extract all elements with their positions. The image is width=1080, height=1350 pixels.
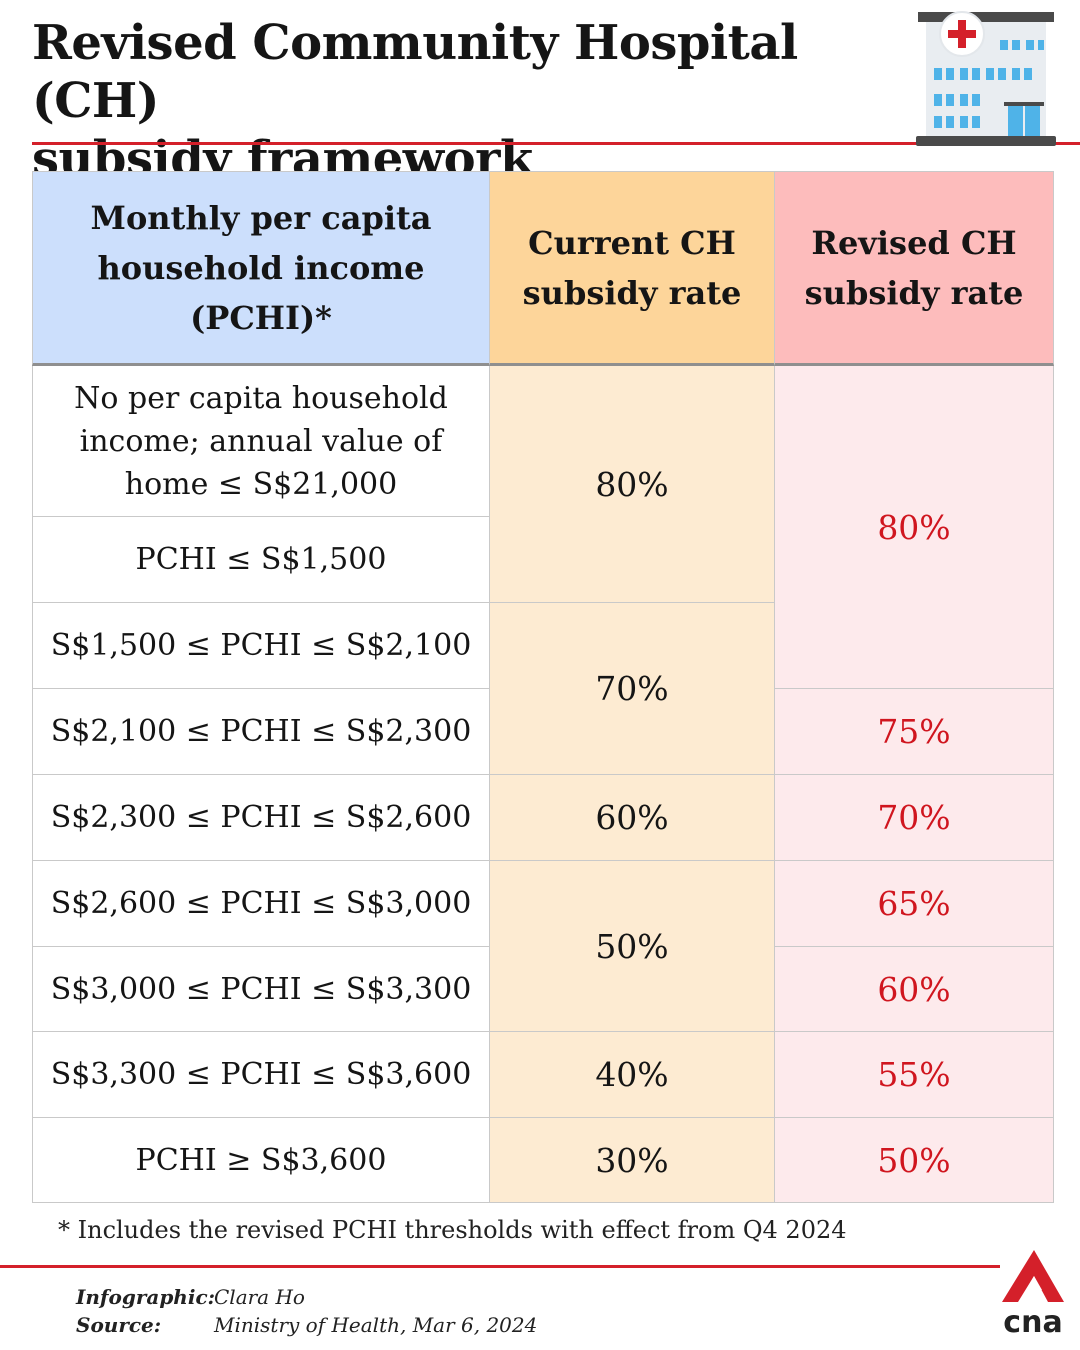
current-rate-cell: 50%	[490, 861, 775, 1032]
credit-value: Clara Ho	[214, 1285, 305, 1309]
credit-infographic: Infographic:Clara Ho	[76, 1283, 537, 1311]
credit-source: Source: Ministry of Health, Mar 6, 2024	[76, 1311, 537, 1339]
footer-divider	[0, 1265, 1000, 1268]
title-divider	[32, 142, 1080, 145]
subsidy-table: Monthly per capita household income (PCH…	[32, 171, 1054, 1203]
current-rate-cell: 70%	[490, 603, 775, 775]
income-row-3: S$1,500 ≤ PCHI ≤ S$2,100	[32, 603, 490, 689]
current-rate-cell: 60%	[490, 775, 775, 861]
income-row-1: No per capita household income; annual v…	[32, 366, 490, 517]
revised-rate-cell: 50%	[775, 1118, 1054, 1203]
income-line: S$1,500 ≤ PCHI ≤ S$2,100	[50, 628, 472, 663]
header-current-line: subsidy rate	[522, 273, 742, 312]
revised-rate-cell: 80%	[775, 366, 1054, 689]
header-current-rate: Current CH subsidy rate	[490, 171, 775, 366]
credit-label: Infographic:	[76, 1285, 216, 1309]
revised-rate-cell: 65%	[775, 861, 1054, 947]
header-revised-line: subsidy rate	[804, 273, 1024, 312]
title-line-1: Revised Community Hospital (CH)	[32, 15, 798, 129]
income-row-4: S$2,100 ≤ PCHI ≤ S$2,300	[32, 689, 490, 775]
credit-value: Ministry of Health, Mar 6, 2024	[214, 1313, 538, 1337]
income-line: S$2,100 ≤ PCHI ≤ S$2,300	[50, 714, 472, 749]
header-current-line: Current CH	[528, 223, 736, 262]
current-rate-cell: 80%	[490, 366, 775, 603]
income-line: PCHI ≤ S$1,500	[135, 542, 387, 577]
header-revised-rate: Revised CH subsidy rate	[775, 171, 1054, 366]
income-row-2: PCHI ≤ S$1,500	[32, 517, 490, 603]
income-line: home ≤ S$21,000	[124, 466, 398, 502]
income-row-7: S$3,000 ≤ PCHI ≤ S$3,300	[32, 947, 490, 1032]
income-line: S$2,300 ≤ PCHI ≤ S$2,600	[50, 800, 472, 835]
revised-rate-cell: 55%	[775, 1032, 1054, 1118]
header-income: Monthly per capita household income (PCH…	[32, 171, 490, 366]
credits: Infographic:Clara Ho Source: Ministry of …	[76, 1283, 537, 1339]
header-revised-line: Revised CH	[811, 223, 1017, 262]
credit-label: Source:	[76, 1313, 162, 1337]
income-row-8: S$3,300 ≤ PCHI ≤ S$3,600	[32, 1032, 490, 1118]
cna-logo-icon: cna	[1002, 1250, 1064, 1336]
income-row-6: S$2,600 ≤ PCHI ≤ S$3,000	[32, 861, 490, 947]
income-line: S$3,300 ≤ PCHI ≤ S$3,600	[50, 1057, 472, 1092]
revised-rate-cell: 60%	[775, 947, 1054, 1032]
current-rate-cell: 40%	[490, 1032, 775, 1118]
hospital-building-icon	[916, 11, 1056, 146]
logo-text: cna	[1003, 1305, 1062, 1336]
income-row-9: PCHI ≥ S$3,600	[32, 1118, 490, 1203]
current-rate-cell: 30%	[490, 1118, 775, 1203]
revised-rate-cell: 70%	[775, 775, 1054, 861]
header-income-line: household income	[97, 248, 425, 287]
footnote: * Includes the revised PCHI thresholds w…	[58, 1216, 847, 1244]
income-line: S$3,000 ≤ PCHI ≤ S$3,300	[50, 971, 472, 1007]
revised-rate-cell: 75%	[775, 689, 1054, 775]
page-title: Revised Community Hospital (CH) subsidy …	[32, 14, 912, 188]
header-income-line: Monthly per capita	[90, 198, 432, 237]
income-line: income; annual value of	[79, 423, 443, 459]
income-line: PCHI ≥ S$3,600	[135, 1142, 387, 1178]
income-line: S$2,600 ≤ PCHI ≤ S$3,000	[50, 886, 472, 921]
header-income-line: (PCHI)*	[190, 298, 332, 337]
income-row-5: S$2,300 ≤ PCHI ≤ S$2,600	[32, 775, 490, 861]
income-line: No per capita household	[74, 380, 448, 416]
